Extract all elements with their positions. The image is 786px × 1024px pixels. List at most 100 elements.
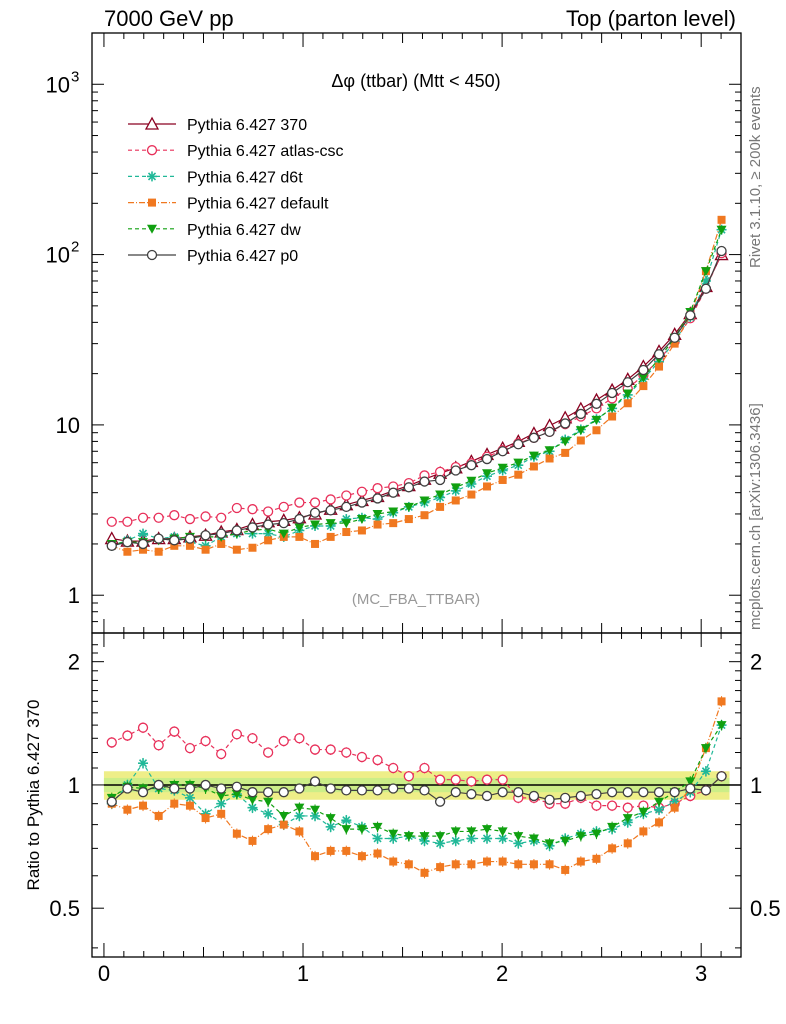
main-series-point-3 [561,448,570,457]
main-series-point-3 [357,526,366,535]
ratio-series-point-0 [137,722,149,733]
main-series-line-1 [111,252,723,523]
ratio-series-point-4 [560,792,571,803]
ratio-series-point-3 [654,797,665,807]
ratio-series-point-2 [467,860,476,869]
main-series-point-3 [248,543,257,552]
main-series-point-5 [528,432,540,443]
main-series-point-3 [264,536,273,545]
ratio-series-point-4 [137,787,149,798]
ratio-series-point-2 [389,857,398,866]
ratio-series-point-4 [591,788,602,800]
main-series-point-2 [138,528,149,539]
ratio-series-point-0 [606,800,618,811]
ratio-series-point-2 [561,865,570,874]
main-series-point-1 [200,511,211,522]
main-series-point-4 [528,451,539,461]
ratio-series-point-4 [309,776,321,787]
header-right: Top (parton level) [566,6,736,31]
ratio-series-point-4 [247,787,258,798]
main-series-point-5 [356,497,368,508]
ratio-series-point-4 [622,787,633,798]
main-series-point-1 [278,501,289,513]
ratio-series-point-0 [388,762,399,774]
main-series-point-4 [560,437,571,447]
ratio-series-point-3 [513,832,524,842]
ratio-series-point-2 [529,860,538,869]
ratio-series-point-4 [575,790,586,802]
ratio-series-point-0 [106,737,117,748]
main-series-point-3 [232,545,241,554]
ratio-series-point-0 [309,744,321,755]
ratio-series-point-4 [716,771,727,782]
ratio-series-point-0 [622,802,633,813]
main-series-point-5 [497,446,508,457]
main-series-point-1 [372,483,383,494]
ratio-series-point-2 [514,860,523,869]
main-series-point-5 [450,465,461,476]
ratio-y-tick-label-right: 2 [750,650,762,675]
main-series-point-3 [717,215,726,224]
ratio-series-point-4 [231,781,243,792]
main-series-point-5 [341,501,352,513]
legend-entry: Pythia 6.427 d6t [187,169,303,186]
main-series-point-4 [544,446,555,456]
ratio-series-point-3 [685,777,696,787]
ratio-series-point-3 [263,797,274,807]
ratio-series-point-4 [153,779,164,791]
ratio-series-point-4 [372,785,383,796]
main-series-point-1 [247,504,258,515]
ratio-series-point-2 [576,857,585,866]
main-series-point-3 [576,436,585,445]
ratio-series-point-2 [217,809,226,818]
ratio-series-point-4 [685,783,696,794]
ratio-series-point-4 [294,783,305,794]
main-series-point-3 [545,454,554,463]
main-series-point-5 [325,505,336,516]
ratio-series-point-3 [403,832,414,842]
legend-entry: Pythia 6.427 p0 [187,248,298,265]
main-series-point-5 [137,538,149,550]
ratio-series-point-2 [404,860,413,869]
ratio-series-point-2 [498,857,507,866]
ratio-series-point-4 [513,787,524,798]
ratio-series-point-1 [138,758,149,769]
ratio-series-point-2 [311,852,320,861]
main-series-point-4 [278,529,289,539]
main-series-point-3 [373,520,382,529]
main-series-point-5 [403,482,414,493]
ratio-series-point-4 [544,794,555,805]
main-series-point-4 [466,476,477,486]
ratio-series-point-4 [325,783,336,794]
ratio-series-point-3 [356,825,367,835]
main-series-point-5 [372,493,383,504]
ratio-series-point-0 [481,774,493,785]
main-series-point-3 [342,528,351,537]
main-series-point-3 [154,547,163,556]
main-series-point-5 [700,283,712,294]
main-series-point-3 [623,399,632,408]
main-series-point-3 [514,470,523,479]
ratio-series-point-3 [372,822,383,832]
main-series-point-1 [262,506,274,517]
ratio-series-point-2 [248,836,257,845]
legend-entry: Pythia 6.427 atlas-csc [187,143,344,160]
ratio-series-point-0 [247,733,258,744]
ratio-series-point-2 [373,849,382,858]
main-series-point-4 [638,373,649,383]
main-series-point-5 [106,540,117,551]
main-series-point-5 [575,408,586,420]
ratio-series-point-0 [497,774,508,785]
main-series-point-1 [216,512,227,523]
main-series-point-5 [184,533,196,544]
main-series-point-1 [153,512,164,523]
ratio-y-tick-label: 0.5 [49,896,80,921]
ratio-series-point-4 [606,787,618,798]
main-series-point-3 [436,502,445,511]
ratio-series-point-2 [592,854,601,863]
ratio-series-point-3 [497,827,508,837]
ratio-series-point-1 [700,766,711,777]
main-series-point-4 [700,267,711,277]
main-series-point-3 [451,496,460,505]
ratio-series-point-0 [325,744,336,755]
